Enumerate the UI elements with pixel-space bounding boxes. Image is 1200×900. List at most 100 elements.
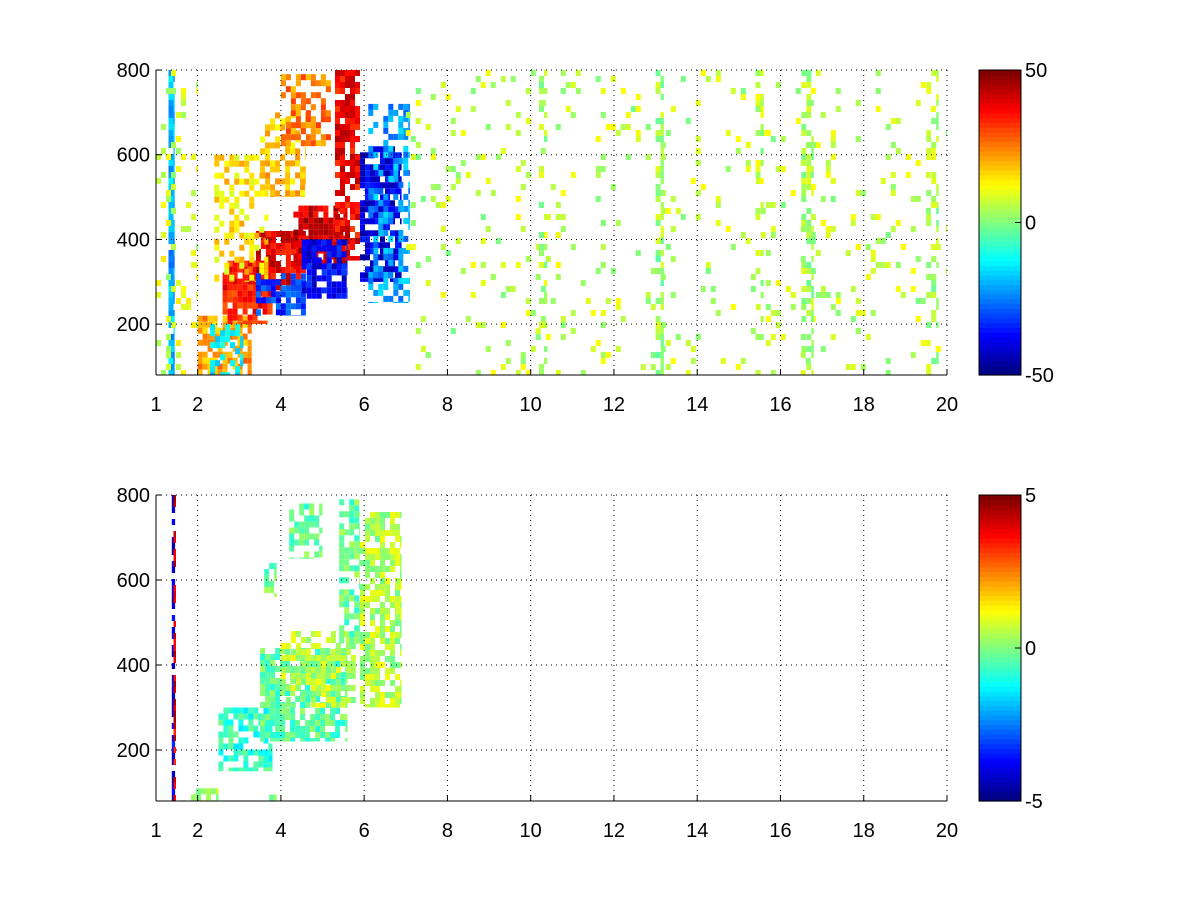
heatmap-cell	[247, 321, 252, 328]
heatmap-cell	[345, 637, 351, 643]
heatmap-cell	[660, 232, 664, 238]
heatmap-cell	[314, 533, 320, 540]
heatmap-cell	[705, 268, 711, 274]
heatmap-cell	[926, 364, 932, 370]
heatmap-cell	[290, 708, 296, 714]
heatmap-cell	[298, 217, 304, 224]
heatmap-cell	[313, 211, 319, 218]
heatmap-cell	[390, 158, 395, 165]
heatmap-cell	[660, 118, 664, 124]
colorbar-segment	[979, 89, 1021, 95]
heatmap-cell	[323, 223, 329, 230]
heatmap-cell	[313, 205, 319, 212]
heatmap-cell	[875, 214, 881, 220]
heatmap-cell	[360, 218, 365, 225]
heatmap-cell	[515, 370, 521, 375]
heatmap-cell	[173, 675, 176, 681]
heatmap-cell	[258, 755, 264, 762]
heatmap-cell	[660, 166, 664, 172]
heatmap-cell	[305, 732, 311, 738]
heatmap-cell	[214, 256, 220, 263]
heatmap-cell	[305, 122, 311, 129]
heatmap-cell	[173, 537, 176, 543]
heatmap-cell	[171, 561, 176, 567]
heatmap-cell	[247, 266, 253, 273]
heatmap-cell	[168, 100, 174, 106]
heatmap-cell	[890, 118, 896, 124]
heatmap-cell	[298, 241, 304, 248]
heatmap-cell	[390, 542, 395, 548]
heatmap-cell	[335, 70, 340, 76]
heatmap-cell	[395, 584, 400, 590]
colorbar-tick-label: 5	[1025, 485, 1036, 507]
heatmap-cell	[811, 244, 814, 250]
heatmap-cell	[320, 703, 326, 708]
heatmap-cell	[260, 678, 266, 684]
heatmap-cell	[173, 340, 175, 346]
heatmap-cell	[365, 656, 370, 662]
x-tick-label: 14	[686, 820, 708, 842]
heatmap-cell	[801, 304, 807, 310]
heatmap-cell	[650, 352, 656, 358]
heatmap-cell	[171, 172, 176, 178]
heatmap-cell	[801, 172, 807, 178]
heatmap-cell	[801, 262, 807, 268]
heatmap-cell	[191, 322, 196, 328]
colorbar-segment	[979, 743, 1021, 750]
heatmap-cell	[275, 142, 281, 149]
heatmap-cell	[740, 232, 746, 238]
heatmap-cell	[350, 643, 356, 649]
heatmap-cell	[595, 196, 601, 202]
heatmap-cell	[936, 190, 939, 196]
heatmap-cell	[222, 315, 228, 322]
heatmap-cell	[265, 690, 271, 696]
colorbar-segment	[979, 117, 1021, 124]
heatmap-cell	[300, 708, 306, 714]
heatmap-cell	[360, 176, 365, 183]
heatmap-cell	[252, 284, 258, 291]
heatmap-cell	[660, 82, 664, 88]
heatmap-cell	[335, 726, 341, 732]
heatmap-cell	[660, 142, 664, 148]
heatmap-cell	[760, 124, 764, 130]
heatmap-cell	[331, 287, 337, 294]
heatmap-cell	[225, 372, 231, 375]
heatmap-cell	[350, 70, 355, 76]
heatmap-cell	[378, 169, 384, 176]
heatmap-cell	[770, 334, 776, 340]
heatmap-cell	[388, 133, 394, 140]
heatmap-cell	[341, 239, 347, 246]
heatmap-cell	[785, 286, 791, 292]
heatmap-cell	[388, 115, 394, 122]
heatmap-cell	[890, 226, 896, 232]
heatmap-cell	[335, 660, 341, 666]
heatmap-cell	[252, 314, 258, 321]
heatmap-cell	[186, 298, 191, 304]
heatmap-cell	[515, 214, 521, 220]
colorbar-segment	[979, 317, 1021, 324]
heatmap-cell	[315, 140, 321, 147]
heatmap-cell	[275, 678, 281, 684]
heatmap-cell	[380, 254, 385, 261]
heatmap-cell	[373, 163, 379, 170]
heatmap-cell	[285, 128, 291, 135]
heatmap-cell	[398, 295, 404, 302]
heatmap-cell	[320, 673, 326, 679]
heatmap-cell	[368, 151, 374, 158]
heatmap-cell	[265, 130, 271, 137]
heatmap-cell	[354, 601, 360, 608]
heatmap-cell	[354, 607, 360, 614]
heatmap-cell	[385, 176, 390, 183]
heatmap-cell	[196, 82, 198, 88]
heatmap-cell	[270, 738, 276, 742]
heatmap-cell	[365, 218, 370, 225]
heatmap-cell	[485, 346, 491, 352]
heatmap-cell	[285, 178, 291, 185]
heatmap-cell	[645, 124, 651, 130]
heatmap-cell	[365, 668, 370, 674]
heatmap-cell	[405, 130, 411, 136]
heatmap-cell	[285, 122, 291, 129]
heatmap-cell	[290, 726, 296, 732]
heatmap-cell	[560, 322, 566, 328]
heatmap-cell	[168, 178, 174, 184]
